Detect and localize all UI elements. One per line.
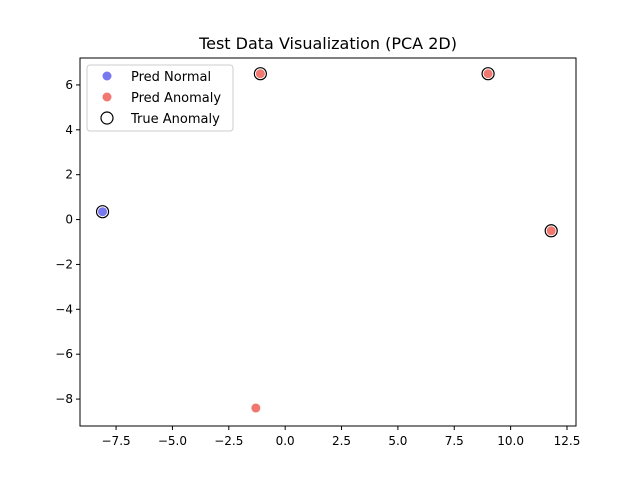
true-anomaly-point — [253, 67, 267, 81]
legend: Pred Normal Pred Anomaly True Anomaly — [86, 64, 234, 132]
x-tick-label: 10.0 — [497, 434, 524, 448]
y-tick-label: −2 — [55, 257, 73, 271]
x-tick-label: −7.5 — [102, 434, 131, 448]
pred-anomaly-point — [255, 69, 265, 79]
y-tick-label: 4 — [65, 123, 73, 137]
chart-title: Test Data Visualization (PCA 2D) — [198, 34, 457, 53]
pred-anomaly-point — [483, 69, 493, 79]
legend-marker-pred-anomaly — [102, 92, 112, 102]
plot-frame — [79, 57, 577, 427]
y-tick-label: 6 — [65, 78, 73, 92]
x-tick-label: 0.0 — [276, 434, 295, 448]
true-anomaly-point — [544, 224, 558, 238]
y-tick-label: −8 — [55, 392, 73, 406]
legend-box — [86, 64, 234, 132]
legend-marker-pred-normal — [102, 71, 112, 81]
y-tick-label: −6 — [55, 347, 73, 361]
pred-normal-point — [98, 207, 108, 217]
x-tick-label: 5.0 — [388, 434, 407, 448]
pred-anomaly-point — [251, 403, 261, 413]
x-tick-label: 7.5 — [445, 434, 464, 448]
true-anomaly-point — [95, 205, 110, 219]
y-tick-label: 0 — [65, 213, 73, 227]
legend-marker-true-anomaly — [100, 111, 114, 125]
y-axis: 6 4 2 0 −2 −4 −6 −8 — [55, 78, 80, 406]
x-axis: −7.5 −5.0 −2.5 0.0 2.5 5.0 7.5 10.0 12.5 — [102, 426, 581, 448]
x-tick-label: 2.5 — [332, 434, 351, 448]
legend-label-pred-anomaly: Pred Anomaly — [131, 91, 221, 106]
pred-anomaly-point — [546, 226, 556, 236]
y-tick-label: −4 — [55, 302, 73, 316]
legend-label-true-anomaly: True Anomaly — [130, 112, 220, 127]
y-tick-label: 2 — [65, 168, 73, 182]
plot-area — [95, 67, 558, 413]
true-anomaly-point — [481, 67, 495, 81]
x-tick-label: 12.5 — [554, 434, 581, 448]
legend-label-pred-normal: Pred Normal — [131, 70, 211, 85]
x-tick-label: −2.5 — [214, 434, 243, 448]
x-tick-label: −5.0 — [158, 434, 187, 448]
